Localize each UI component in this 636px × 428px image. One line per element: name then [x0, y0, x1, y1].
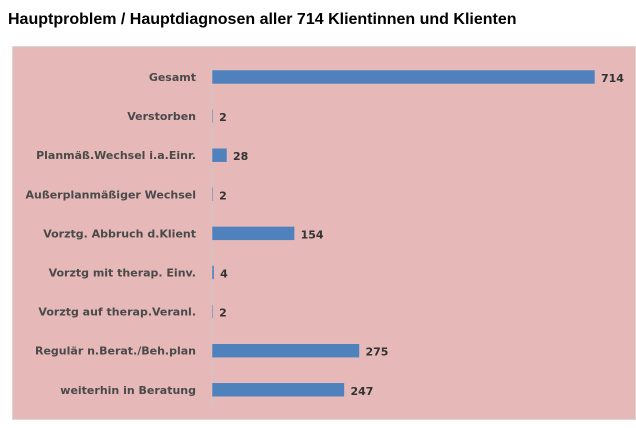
- bar: [211, 147, 228, 163]
- bar: [211, 265, 215, 280]
- data-label: 247: [350, 385, 373, 398]
- category-label: Regulär n.Berat./Beh.plan: [35, 345, 196, 358]
- bar: [211, 226, 295, 241]
- bar: [211, 108, 214, 124]
- data-label: 2: [219, 111, 227, 124]
- category-label: Außerplanmäßiger Wechsel: [25, 188, 196, 201]
- category-label: Vorztg. Abbruch d.Klient: [43, 227, 196, 240]
- bar: [211, 187, 214, 202]
- data-label: 154: [301, 228, 324, 241]
- data-label: 714: [601, 72, 624, 85]
- category-label: weiterhin in Beratung: [60, 384, 196, 397]
- bar: [211, 69, 596, 85]
- category-label: Verstorben: [127, 110, 196, 123]
- category-label: Vorztg mit therap. Einv.: [49, 267, 196, 280]
- data-label: 28: [233, 150, 248, 163]
- category-label: Gesamt: [149, 71, 196, 84]
- data-label: 4: [220, 268, 228, 281]
- category-label: Planmäß.Wechsel i.a.Einr.: [36, 149, 196, 162]
- data-label: 275: [366, 346, 389, 359]
- data-label: 2: [219, 189, 227, 202]
- bar: [211, 304, 214, 319]
- bar: [211, 343, 360, 358]
- chart-title: Hauptproblem / Hauptdiagnosen aller 714 …: [8, 11, 517, 28]
- category-label: Vorztg auf therap.Veranl.: [38, 306, 196, 319]
- bar: [211, 382, 345, 398]
- data-label: 2: [219, 307, 227, 320]
